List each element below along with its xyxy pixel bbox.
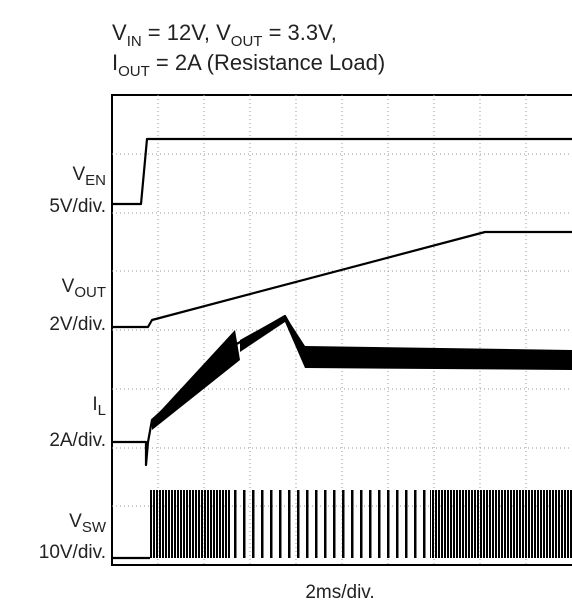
channel-name: VOUT <box>62 276 106 301</box>
vsw-switching <box>230 490 430 558</box>
title-line-2: IOUT = 2A (Resistance Load) <box>112 50 385 80</box>
channel-scale: 10V/div. <box>39 542 106 563</box>
title-line-1: VIN = 12V, VOUT = 3.3V, <box>112 20 337 50</box>
channel-name: IL <box>92 394 106 419</box>
il-ripple <box>152 330 240 430</box>
channel-scale: 2A/div. <box>49 430 106 451</box>
vsw-switching <box>150 490 230 558</box>
channel-scale: 5V/div. <box>49 196 106 217</box>
ven-trace <box>112 137 572 206</box>
il-ripple <box>240 315 572 370</box>
vsw-switching <box>430 490 572 558</box>
channel-scale: 2V/div. <box>49 314 106 335</box>
channel-name: VEN <box>72 164 106 189</box>
x-label: 2ms/div. <box>305 582 374 603</box>
channel-name: VSW <box>69 511 107 536</box>
vout-trace <box>112 230 572 329</box>
